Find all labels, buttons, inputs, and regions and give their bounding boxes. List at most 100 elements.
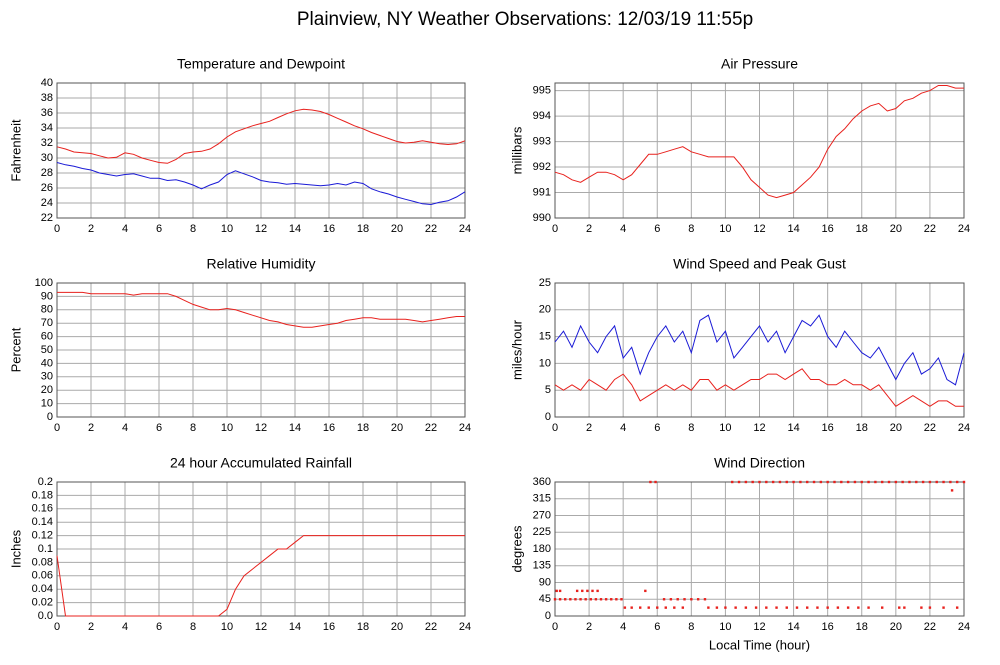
x-tick-label: 20 [890,422,902,434]
x-tick-label: 6 [156,223,162,235]
y-axis-label: Inches [8,529,23,568]
data-point [857,606,860,609]
x-tick-label: 22 [924,422,936,434]
data-line [57,291,465,328]
y-axis-label: millibars [509,126,524,174]
data-point [806,606,809,609]
x-tick-label: 6 [654,621,660,633]
data-point [594,598,598,601]
data-point [792,480,795,484]
data-point [584,598,587,601]
x-tick-label: 20 [890,223,902,235]
data-point [765,480,768,484]
data-point [942,480,945,484]
data-point [644,589,647,593]
y-tick-label: 30 [41,371,53,383]
x-tick-label: 20 [391,422,403,434]
y-tick-label: 0.1 [38,543,53,555]
x-tick-label: 16 [822,621,834,633]
x-tick-label: 12 [255,223,267,235]
y-tick-label: 32 [41,137,53,149]
y-tick-label: 991 [533,186,551,198]
data-point [846,606,850,609]
data-point [744,606,748,609]
x-tick-label: 0 [54,422,60,434]
x-tick-label: 0 [552,223,558,235]
data-point [724,606,727,609]
y-tick-label: 90 [41,290,53,302]
y-tick-label: 25 [539,277,551,289]
data-point [683,598,686,601]
data-point [950,489,954,492]
data-point [615,598,618,601]
x-tick-label: 2 [88,223,94,235]
x-tick-label: 4 [122,223,128,235]
plot-frame [554,82,965,219]
data-point [647,606,650,609]
data-point [778,480,782,484]
data-point [894,480,898,484]
data-point [819,480,823,484]
data-point [681,606,685,609]
data-point [860,480,863,484]
y-tick-label: 990 [533,212,551,224]
x-tick-label: 4 [122,621,128,633]
data-point [575,589,579,593]
plot-frame [56,481,466,617]
y-tick-label: 22 [41,212,53,224]
y-tick-label: 995 [533,85,551,97]
data-point [887,480,891,484]
page-title: Plainview, NY Weather Observations: 12/0… [297,9,753,30]
data-point [775,606,778,609]
panel-title: Temperature and Dewpoint [177,56,345,72]
data-point [669,598,673,601]
x-tick-label: 22 [924,621,936,633]
y-tick-label: 0.18 [32,489,53,501]
x-tick-label: 14 [289,621,301,633]
x-tick-label: 14 [787,621,799,633]
y-tick-label: 0 [545,411,551,423]
x-tick-label: 16 [323,422,335,434]
data-point [703,598,707,601]
data-point [558,598,562,601]
data-point [898,606,901,609]
y-tick-label: 993 [533,135,551,147]
data-point [867,606,870,609]
x-tick-label: 10 [221,422,233,434]
x-tick-label: 8 [688,621,694,633]
data-point [806,480,809,484]
data-point [690,598,693,601]
x-tick-label: 2 [586,422,592,434]
data-point [949,480,952,484]
data-point [589,598,592,601]
x-tick-label: 4 [620,223,626,235]
data-point [596,589,599,593]
data-point [935,480,938,484]
data-point [921,480,925,484]
data-point [553,598,557,601]
y-tick-label: 10 [539,357,551,369]
y-tick-label: 90 [539,576,551,588]
y-tick-label: 10 [41,398,53,410]
data-point [610,598,613,601]
x-tick-label: 8 [190,422,196,434]
y-tick-label: 180 [533,543,551,555]
data-point [903,606,906,609]
x-tick-label: 18 [856,621,868,633]
data-point [744,480,748,484]
x-tick-label: 0 [54,621,60,633]
data-point [920,606,923,609]
y-tick-label: 45 [539,593,551,605]
y-tick-label: 40 [41,77,53,89]
y-tick-label: 0.02 [32,597,53,609]
data-point [915,480,918,484]
data-point [765,606,768,609]
data-point [881,606,884,609]
panel-title: Wind Direction [714,455,805,471]
y-tick-label: 0.06 [32,570,53,582]
x-tick-label: 2 [88,422,94,434]
y-axis-label: miles/hour [509,319,524,380]
y-tick-label: 38 [41,92,53,104]
y-tick-label: 28 [41,167,53,179]
y-tick-label: 5 [545,384,551,396]
